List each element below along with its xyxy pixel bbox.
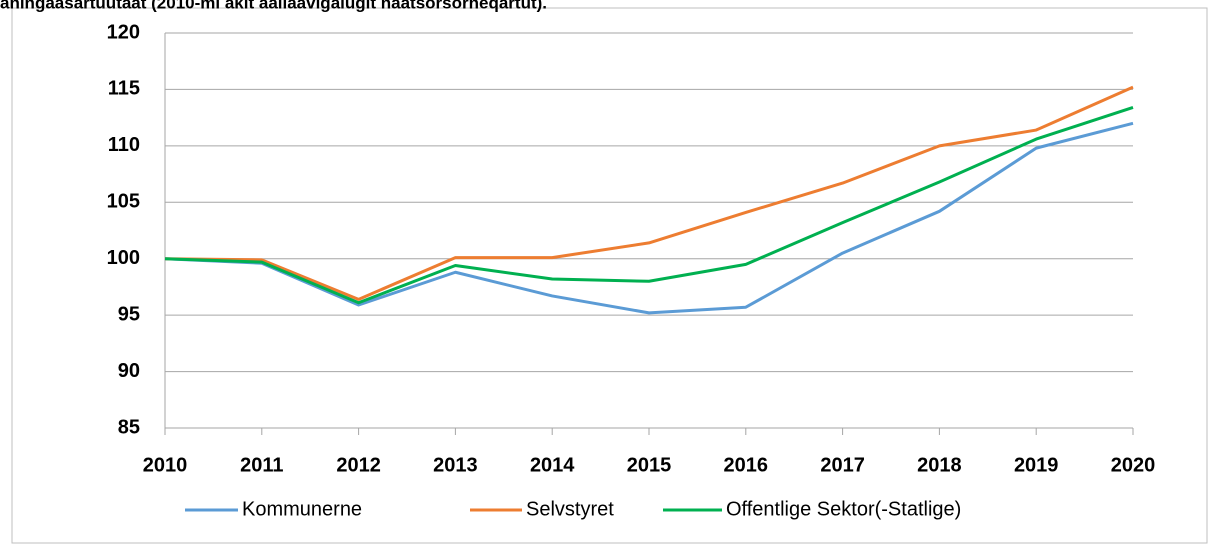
y-tick-label: 120	[107, 21, 140, 43]
y-tick-label: 105	[107, 191, 140, 213]
y-tick-label: 85	[118, 416, 140, 438]
y-tick-label: 95	[118, 303, 140, 325]
y-tick-label: 110	[108, 134, 140, 156]
x-tick-label: 2018	[917, 454, 962, 476]
legend-label: Selvstyret	[526, 498, 614, 520]
legend-label: Kommunerne	[242, 498, 362, 520]
series-line	[164, 121, 1134, 315]
x-tick-label: 2020	[1111, 454, 1156, 476]
chart-title: aningaasartuutaat (2010-mi akit aallaavi…	[0, 0, 547, 12]
x-tick-label: 2012	[336, 454, 381, 476]
series-line	[164, 106, 1134, 305]
x-tick-label: 2017	[820, 454, 865, 476]
y-tick-label: 115	[108, 78, 140, 100]
series-line	[164, 85, 1134, 301]
x-tick-label: 2013	[433, 454, 478, 476]
x-tick-label: 2010	[143, 454, 188, 476]
x-tick-label: 2014	[530, 454, 575, 476]
x-tick-label: 2016	[724, 454, 769, 476]
x-tick-label: 2015	[627, 454, 672, 476]
x-tick-label: 2019	[1014, 454, 1059, 476]
y-tick-label: 90	[118, 360, 140, 382]
y-tick-label: 100	[107, 247, 140, 269]
legend-label: Offentlige Sektor(-Statlige)	[726, 498, 961, 520]
chart-frame	[11, 7, 1208, 544]
x-tick-label: 2011	[240, 454, 283, 476]
